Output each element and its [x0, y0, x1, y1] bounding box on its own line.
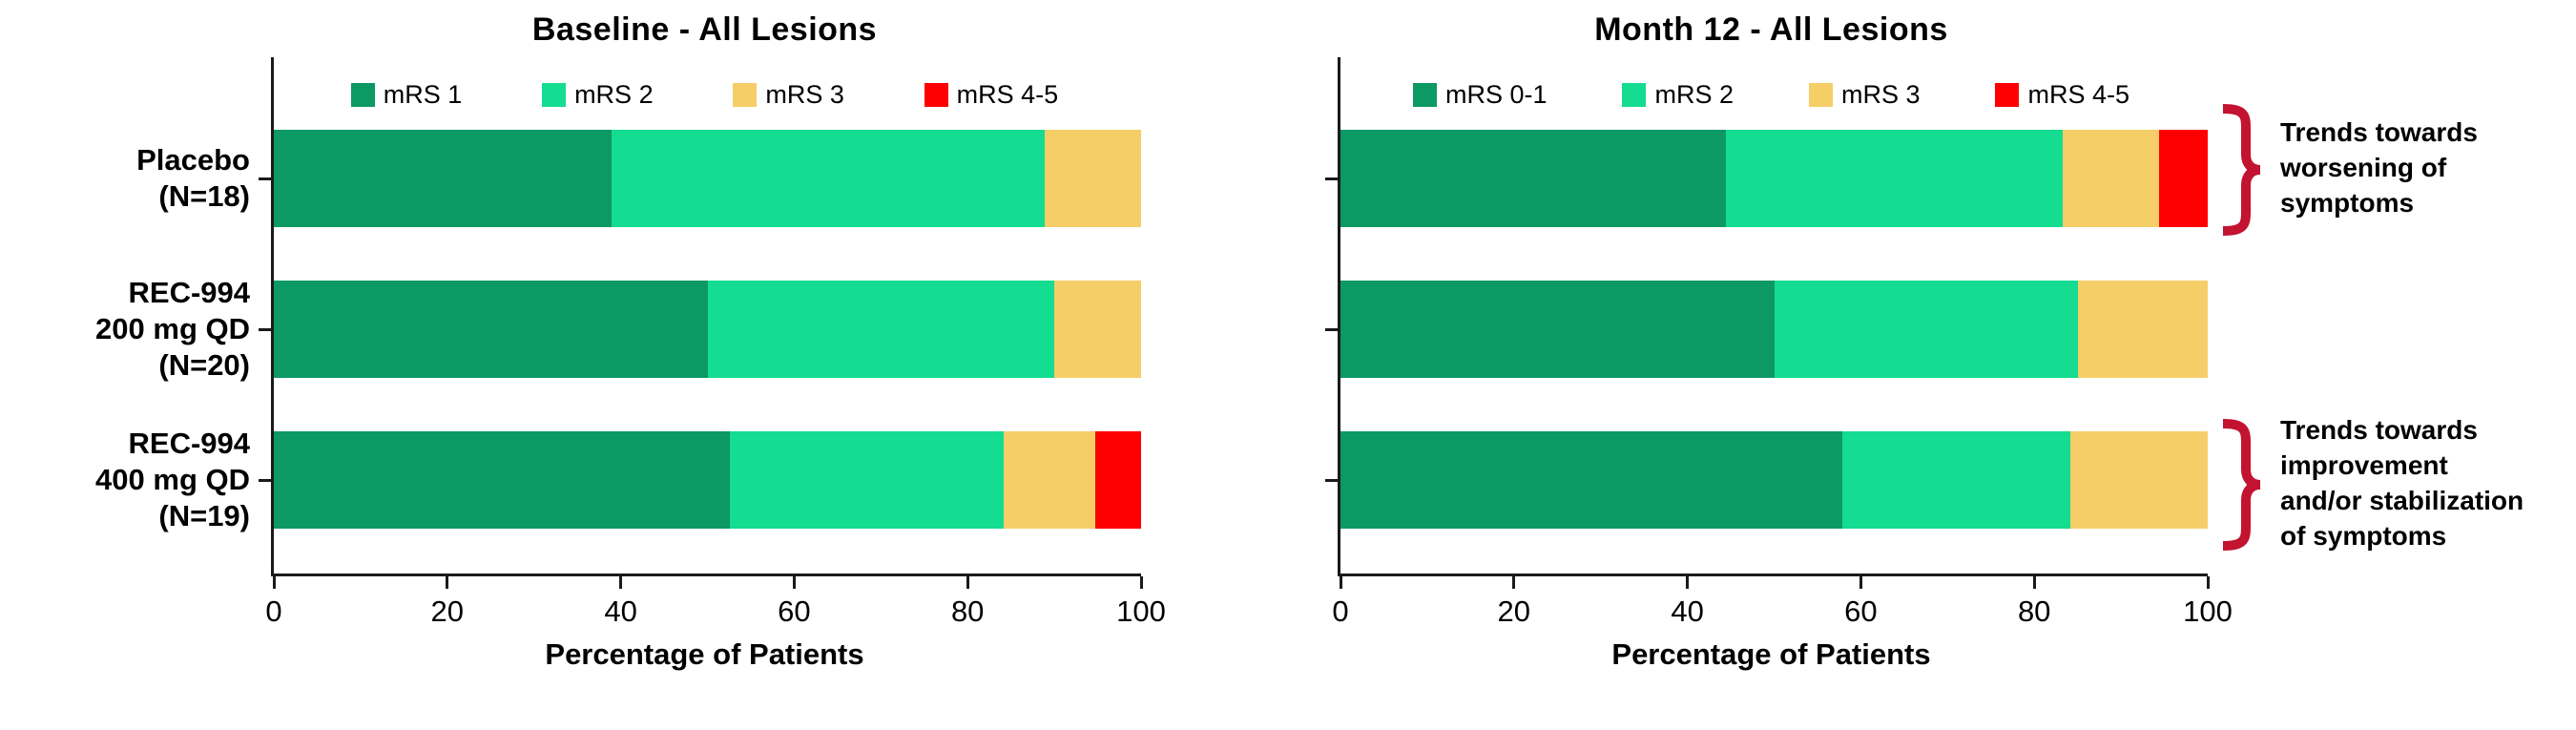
bar-segment: [2063, 130, 2160, 227]
legend-swatch-icon: [1808, 83, 1833, 107]
legend-label: mRS 0-1: [1444, 80, 1548, 109]
x-axis-tick-label: 0: [1332, 594, 1349, 628]
bar-segment: [2070, 431, 2208, 529]
x-axis-title: Percentage of Patients: [1611, 637, 1931, 671]
bar-segment: [274, 431, 731, 529]
legend-swatch-icon: [542, 83, 567, 107]
x-axis-tick-label: 60: [1844, 594, 1878, 628]
chart-title: Baseline - All Lesions: [531, 11, 878, 48]
category-label: Placebo (N=18): [136, 143, 250, 213]
bar-segment: [2077, 281, 2208, 378]
y-axis-tick: [1325, 177, 1338, 180]
x-axis-tick-label: 40: [604, 594, 637, 628]
x-axis-tick: [1859, 576, 1862, 589]
annotation-worsening: Trends towards worsening of symptoms: [2280, 117, 2478, 218]
legend-item: mRS 3: [733, 80, 844, 110]
bar-row: [1340, 431, 2208, 529]
worsening-bracket-icon: [2222, 104, 2261, 236]
legend-label: mRS 2: [574, 80, 654, 109]
bar-segment: [1054, 281, 1141, 378]
legend-swatch-icon: [733, 83, 758, 107]
x-axis-tick: [446, 576, 449, 589]
bar-segment: [730, 431, 1005, 529]
bar-row: [1340, 281, 2208, 378]
x-axis-title: Percentage of Patients: [545, 637, 864, 671]
category-label: REC-994 400 mg QD (N=19): [95, 427, 250, 532]
x-axis-tick-label: 40: [1671, 594, 1704, 628]
legend-swatch-icon: [924, 83, 948, 107]
legend-item: mRS 3: [1808, 80, 1921, 110]
legend-label: mRS 1: [383, 80, 463, 109]
x-axis-tick: [272, 576, 276, 589]
x-axis-tick-label: 100: [2183, 594, 2233, 628]
x-axis-tick: [619, 576, 623, 589]
legend-item: mRS 2: [542, 80, 654, 110]
category-label: REC-994 200 mg QD (N=20): [95, 276, 250, 382]
x-axis-tick: [2206, 576, 2210, 589]
legend-swatch-icon: [350, 83, 375, 107]
annotation-improvement: Trends towards improvement and/or stabil…: [2280, 415, 2524, 551]
bar-row: [274, 431, 1141, 529]
bar-segment: [1340, 431, 1843, 529]
bar-segment: [707, 281, 1055, 378]
bar-segment: [274, 130, 612, 227]
y-axis-tick: [1325, 479, 1338, 482]
x-axis-tick: [1512, 576, 1516, 589]
bar-segment: [1774, 281, 2078, 378]
bar-segment: [1842, 431, 2071, 529]
x-axis-tick: [1686, 576, 1690, 589]
chart-legend: mRS 1 mRS 2 mRS 3 mRS 4-5: [271, 80, 1138, 110]
y-axis-tick: [259, 479, 271, 482]
x-axis-tick-label: 100: [1116, 594, 1166, 628]
legend-label: mRS 3: [1840, 80, 1921, 109]
y-axis-tick: [1325, 328, 1338, 331]
chart-legend: mRS 0-1 mRS 2 mRS 3 mRS 4-5: [1338, 80, 2205, 110]
bar-row: [274, 130, 1141, 227]
x-axis-tick: [1339, 576, 1342, 589]
y-axis-tick: [259, 328, 271, 331]
bar-segment: [1094, 431, 1141, 529]
chart-title: Month 12 - All Lesions: [1594, 11, 1948, 48]
y-axis-tick: [259, 177, 271, 180]
x-axis-tick-label: 20: [1497, 594, 1531, 628]
bar-segment: [274, 281, 708, 378]
legend-label: mRS 3: [765, 80, 844, 109]
legend-item: mRS 0-1: [1412, 80, 1548, 110]
bar-segment: [1725, 130, 2064, 227]
bar-segment: [1340, 130, 1726, 227]
legend-item: mRS 4-5: [924, 80, 1059, 110]
plot-area: 0 20 40 60 80 100: [1325, 57, 2233, 628]
legend-label: mRS 4-5: [2027, 80, 2129, 109]
legend-item: mRS 4-5: [1995, 80, 2129, 110]
legend-swatch-icon: [1622, 83, 1647, 107]
bar-segment: [1045, 130, 1141, 227]
improvement-bracket-icon: [2222, 419, 2261, 551]
x-axis-tick-label: 60: [778, 594, 811, 628]
legend-swatch-icon: [1995, 83, 2020, 107]
x-axis-tick-label: 80: [950, 594, 985, 628]
x-axis-tick: [1139, 576, 1143, 589]
legend-label: mRS 2: [1654, 80, 1734, 109]
bar-segment: [1340, 281, 1775, 378]
legend-label: mRS 4-5: [956, 80, 1059, 109]
x-axis-tick-label: 0: [265, 594, 282, 628]
plot-area: 0 20 40 60 80 100: [259, 57, 1166, 628]
bar-row: [1340, 130, 2208, 227]
x-axis-tick: [966, 576, 969, 589]
bar-row: [274, 281, 1141, 378]
bar-segment: [2159, 130, 2208, 227]
bar-segment: [611, 130, 1046, 227]
x-axis-tick: [2032, 576, 2036, 589]
legend-item: mRS 2: [1622, 80, 1734, 110]
x-axis-tick-label: 20: [430, 594, 465, 628]
legend-swatch-icon: [1412, 83, 1437, 107]
x-axis-tick: [792, 576, 796, 589]
legend-item: mRS 1: [350, 80, 463, 110]
x-axis-tick-label: 80: [2017, 594, 2051, 628]
bar-segment: [1004, 431, 1095, 529]
